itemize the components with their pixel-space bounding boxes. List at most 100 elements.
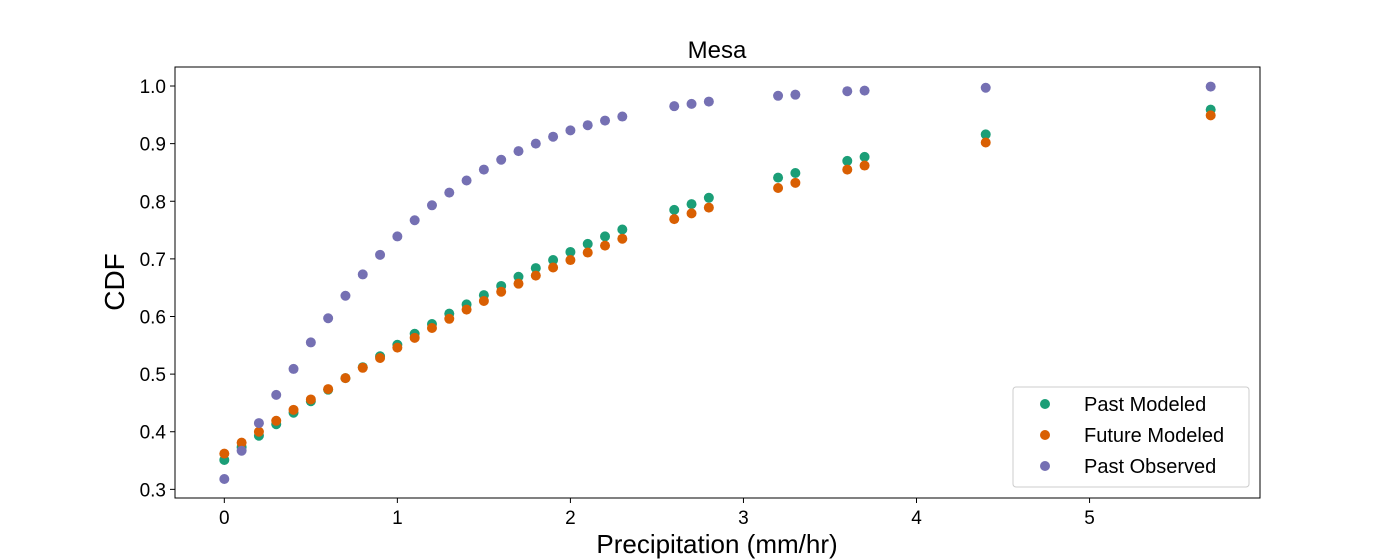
legend-marker <box>1040 430 1050 440</box>
legend-label: Past Modeled <box>1084 394 1206 416</box>
data-point <box>565 125 576 136</box>
data-point <box>565 255 576 266</box>
data-points <box>219 81 1216 484</box>
series-future-modeled <box>219 110 1216 459</box>
x-tick-label: 4 <box>911 508 922 529</box>
data-point <box>669 204 680 215</box>
data-point <box>496 154 507 165</box>
data-point <box>305 337 316 348</box>
data-point <box>686 208 697 219</box>
data-point <box>790 89 801 100</box>
data-point <box>219 448 230 459</box>
data-point <box>236 445 247 456</box>
y-tick-label: 0.9 <box>140 135 166 156</box>
x-tick-label: 5 <box>1084 508 1095 529</box>
x-axis-label: Precipitation (mm/hr) <box>596 529 837 559</box>
data-point <box>461 304 472 315</box>
data-point <box>444 313 455 324</box>
data-point <box>548 255 559 266</box>
data-point <box>409 332 420 343</box>
y-tick-label: 0.8 <box>140 192 166 213</box>
data-point <box>357 269 368 280</box>
plot-frame <box>174 66 1261 499</box>
data-point <box>305 394 316 405</box>
data-point <box>392 342 403 353</box>
data-point <box>669 214 680 225</box>
data-point <box>323 313 334 324</box>
data-point <box>617 233 628 244</box>
data-point <box>1205 110 1216 121</box>
y-tick-label: 0.3 <box>140 480 166 501</box>
data-point <box>426 323 437 334</box>
legend-marker <box>1040 461 1050 471</box>
data-point <box>496 286 507 297</box>
data-point <box>686 199 697 210</box>
data-point <box>600 115 611 126</box>
data-point <box>773 172 784 183</box>
data-point <box>790 168 801 179</box>
x-tick-label: 2 <box>565 508 576 529</box>
data-point <box>478 295 489 306</box>
y-axis-label: CDF <box>99 253 130 311</box>
data-point <box>530 270 541 281</box>
data-point <box>271 389 282 400</box>
data-point <box>773 183 784 194</box>
y-tick-label: 0.6 <box>140 307 166 328</box>
data-point <box>703 202 714 213</box>
data-point <box>1205 81 1216 92</box>
data-point <box>478 164 489 175</box>
data-point <box>600 231 611 242</box>
data-point <box>859 151 870 162</box>
x-tick-label: 1 <box>392 508 403 529</box>
data-point <box>340 373 351 384</box>
data-point <box>980 129 991 140</box>
data-point <box>530 263 541 274</box>
legend-marker <box>1040 399 1050 409</box>
data-point <box>513 278 524 289</box>
data-point <box>253 426 264 437</box>
data-point <box>253 418 264 429</box>
data-point <box>513 271 524 282</box>
data-point <box>600 240 611 251</box>
legend: Past Modeled Future Modeled Past Observed <box>1012 386 1250 488</box>
data-point <box>375 352 386 363</box>
chart-title: Mesa <box>688 37 747 64</box>
data-point <box>859 85 870 96</box>
series-past-observed <box>219 81 1216 484</box>
data-point <box>513 146 524 157</box>
data-point <box>409 215 420 226</box>
data-point <box>703 192 714 203</box>
data-point <box>842 86 853 97</box>
data-point <box>980 82 991 93</box>
data-point <box>548 131 559 142</box>
legend-label: Past Observed <box>1084 456 1216 478</box>
data-point <box>842 164 853 175</box>
data-point <box>288 404 299 415</box>
data-point <box>842 155 853 166</box>
data-point <box>530 138 541 149</box>
y-axis: 0.3 0.4 0.5 0.6 0.7 0.8 0.9 1.0 <box>140 77 175 501</box>
legend-box <box>1012 386 1250 488</box>
data-point <box>444 187 455 198</box>
y-tick-label: 0.7 <box>140 250 166 271</box>
x-tick-label: 0 <box>219 508 230 529</box>
data-point <box>703 96 714 107</box>
data-point <box>271 415 282 426</box>
data-point <box>773 90 784 101</box>
y-tick-label: 0.5 <box>140 365 166 386</box>
data-point <box>790 177 801 188</box>
data-point <box>582 247 593 258</box>
data-point <box>340 290 351 301</box>
x-tick-label: 3 <box>738 508 749 529</box>
data-point <box>357 362 368 373</box>
data-point <box>461 175 472 186</box>
data-point <box>859 160 870 171</box>
data-point <box>980 137 991 148</box>
y-tick-label: 1.0 <box>140 77 166 98</box>
data-point <box>323 384 334 395</box>
legend-label: Future Modeled <box>1084 425 1224 447</box>
data-point <box>582 238 593 249</box>
data-point <box>219 473 230 484</box>
data-point <box>426 200 437 211</box>
